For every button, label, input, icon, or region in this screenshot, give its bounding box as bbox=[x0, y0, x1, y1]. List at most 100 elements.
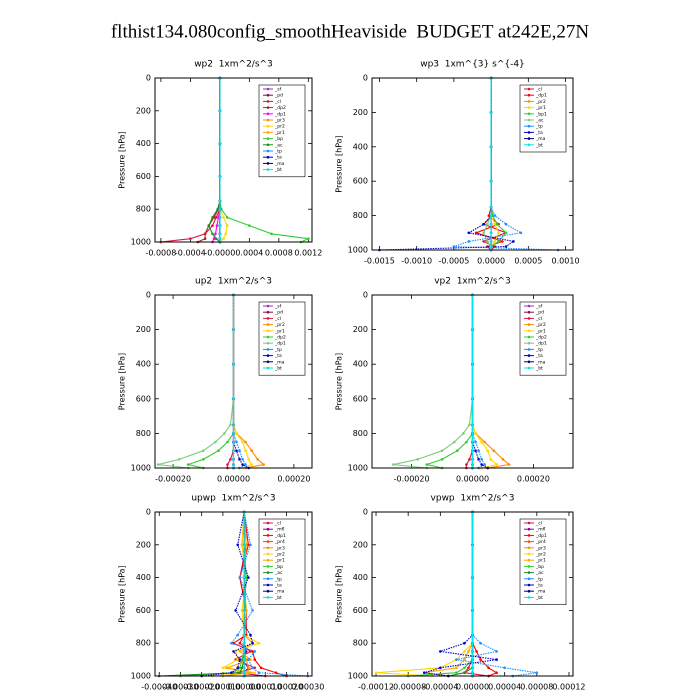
legend-label: _pr2 bbox=[274, 124, 285, 130]
legend-marker bbox=[527, 354, 531, 357]
series-marker bbox=[501, 458, 505, 461]
legend-label: _ma bbox=[535, 360, 546, 365]
legend-marker bbox=[266, 348, 270, 351]
legend-marker bbox=[266, 360, 270, 364]
series-marker bbox=[471, 609, 474, 612]
y-tick-label: 400 bbox=[136, 139, 151, 148]
series-marker bbox=[248, 224, 251, 227]
legend-marker bbox=[527, 540, 531, 543]
legend-label: _pd bbox=[535, 310, 544, 316]
legend-marker bbox=[266, 323, 270, 326]
series-marker bbox=[497, 231, 500, 235]
y-axis-label: Pressure [hPa] bbox=[335, 565, 344, 622]
legend-label: _ac bbox=[535, 571, 544, 576]
legend-marker bbox=[527, 571, 531, 574]
series-marker bbox=[307, 237, 310, 241]
series-marker bbox=[232, 432, 235, 435]
series-marker bbox=[495, 222, 499, 226]
series-marker bbox=[483, 440, 486, 444]
legend-box bbox=[258, 518, 306, 605]
series-marker bbox=[217, 449, 220, 453]
series-marker bbox=[392, 463, 395, 466]
series-marker bbox=[493, 222, 497, 226]
legend-marker bbox=[266, 366, 270, 370]
legend-label: _bp bbox=[274, 136, 283, 142]
series-marker bbox=[471, 650, 474, 653]
series-marker bbox=[238, 449, 241, 453]
series-marker bbox=[257, 641, 261, 645]
x-tick-label: 0.0012 bbox=[294, 249, 322, 258]
series-marker bbox=[467, 650, 470, 653]
series-marker bbox=[477, 449, 480, 453]
y-tick-label: 200 bbox=[136, 540, 151, 549]
series-marker bbox=[236, 543, 240, 547]
series-marker bbox=[455, 666, 458, 670]
series-marker bbox=[471, 362, 474, 366]
legend-label: _pr4 bbox=[535, 539, 546, 545]
legend-marker bbox=[266, 565, 270, 568]
legend-marker bbox=[527, 596, 531, 599]
series-marker bbox=[471, 671, 474, 675]
y-tick-label: 400 bbox=[353, 573, 368, 582]
x-tick-label: 0.00000 bbox=[456, 475, 489, 484]
series-marker bbox=[471, 633, 474, 637]
legend-marker bbox=[266, 112, 270, 116]
legend-label: _bt bbox=[274, 366, 282, 372]
legend-marker bbox=[527, 143, 531, 147]
legend-marker bbox=[266, 317, 270, 320]
series-marker bbox=[214, 216, 218, 219]
y-tick-label: 600 bbox=[136, 172, 151, 181]
legend-label: _dp1 bbox=[274, 111, 286, 117]
y-tick-label: 0 bbox=[363, 291, 368, 300]
y-tick-label: 400 bbox=[136, 573, 151, 582]
series-marker bbox=[487, 666, 490, 670]
series-marker bbox=[202, 449, 205, 453]
series-marker bbox=[244, 609, 248, 612]
series-marker bbox=[497, 240, 500, 243]
series-marker bbox=[471, 449, 474, 453]
series-marker bbox=[519, 231, 523, 235]
series-marker bbox=[471, 658, 474, 661]
series-marker bbox=[229, 423, 232, 427]
legend-marker bbox=[266, 87, 270, 91]
series-marker bbox=[250, 463, 253, 466]
legend-label: _bt bbox=[535, 366, 543, 372]
series-marker bbox=[474, 432, 477, 435]
series-marker bbox=[467, 240, 471, 243]
series-marker bbox=[218, 232, 222, 236]
legend-marker bbox=[527, 323, 531, 326]
panel-title: up2 1xm^2/s^3 bbox=[195, 277, 272, 287]
legend-label: _bt bbox=[535, 595, 543, 601]
legend-label: _sf bbox=[535, 304, 543, 310]
y-tick-label: 200 bbox=[353, 540, 368, 549]
y-tick-label: 0 bbox=[146, 74, 151, 83]
series-marker bbox=[439, 666, 442, 670]
plot-frame bbox=[154, 511, 313, 677]
series-marker bbox=[492, 449, 496, 453]
series-marker bbox=[247, 576, 250, 579]
series-marker bbox=[218, 207, 222, 211]
series-marker bbox=[226, 463, 229, 466]
y-tick-label: 600 bbox=[136, 606, 151, 615]
series-marker bbox=[256, 458, 259, 461]
series-marker bbox=[225, 224, 229, 227]
legend-label: _pr1 bbox=[535, 558, 546, 564]
series-marker bbox=[489, 179, 493, 183]
x-tick-label: 0.00008 bbox=[520, 683, 553, 692]
y-tick-label: 1000 bbox=[348, 246, 368, 255]
y-tick-label: 800 bbox=[136, 429, 151, 438]
legend-label: _pr3 bbox=[274, 118, 285, 124]
plot-frame bbox=[154, 77, 313, 243]
series-marker bbox=[244, 576, 248, 579]
legend-label: _ma bbox=[274, 360, 285, 365]
y-tick-label: 1000 bbox=[348, 464, 368, 473]
legend-marker bbox=[527, 106, 531, 109]
legend-marker bbox=[527, 589, 531, 593]
series-marker bbox=[477, 458, 480, 461]
legend-label: _tp bbox=[535, 347, 543, 353]
series-marker bbox=[232, 423, 235, 427]
series-marker bbox=[240, 666, 244, 670]
series-marker bbox=[214, 440, 217, 444]
legend-label: _pr1 bbox=[274, 130, 285, 136]
panel-title: wp3 1xm^{3} s^{-4} bbox=[420, 60, 525, 70]
